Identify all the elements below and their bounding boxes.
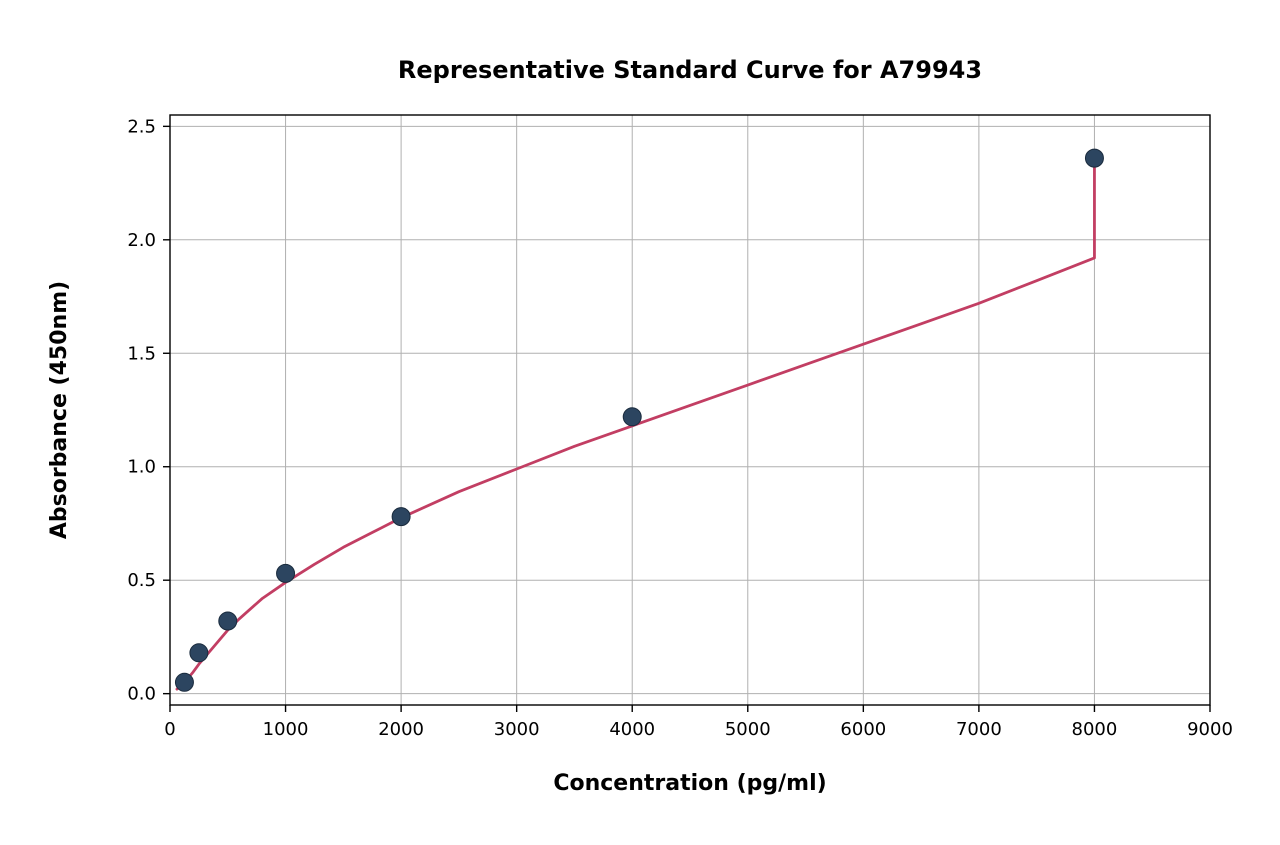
- y-tick-label: 0.0: [127, 684, 156, 705]
- x-tick-label: 4000: [609, 719, 655, 740]
- x-tick-label: 2000: [378, 719, 424, 740]
- scatter-point: [1085, 149, 1103, 167]
- chart-title: Representative Standard Curve for A79943: [398, 56, 982, 84]
- y-axis-label: Absorbance (450nm): [47, 281, 72, 539]
- x-tick-label: 7000: [956, 719, 1002, 740]
- y-tick-label: 1.0: [127, 457, 156, 478]
- x-tick-label: 9000: [1187, 719, 1233, 740]
- x-tick-label: 1000: [263, 719, 309, 740]
- y-tick-label: 2.0: [127, 230, 156, 251]
- scatter-point: [190, 644, 208, 662]
- scatter-point: [175, 673, 193, 691]
- scatter-point: [277, 564, 295, 582]
- x-tick-label: 3000: [494, 719, 540, 740]
- x-axis-label: Concentration (pg/ml): [553, 771, 826, 796]
- x-tick-label: 6000: [840, 719, 886, 740]
- scatter-point: [392, 508, 410, 526]
- x-tick-label: 8000: [1072, 719, 1118, 740]
- scatter-point: [623, 408, 641, 426]
- x-tick-label: 0: [164, 719, 175, 740]
- y-tick-label: 0.5: [127, 570, 156, 591]
- chart-svg: 0 1000 2000 3000 4000 5000 6000 7000 8000 9000 0.0…: [0, 0, 1280, 845]
- y-tick-label: 2.5: [127, 116, 156, 137]
- x-tick-label: 5000: [725, 719, 771, 740]
- standard-curve-chart: 0 1000 2000 3000 4000 5000 6000 7000 8000 9000 0.0…: [0, 0, 1280, 845]
- y-tick-label: 1.5: [127, 343, 156, 364]
- scatter-point: [219, 612, 237, 630]
